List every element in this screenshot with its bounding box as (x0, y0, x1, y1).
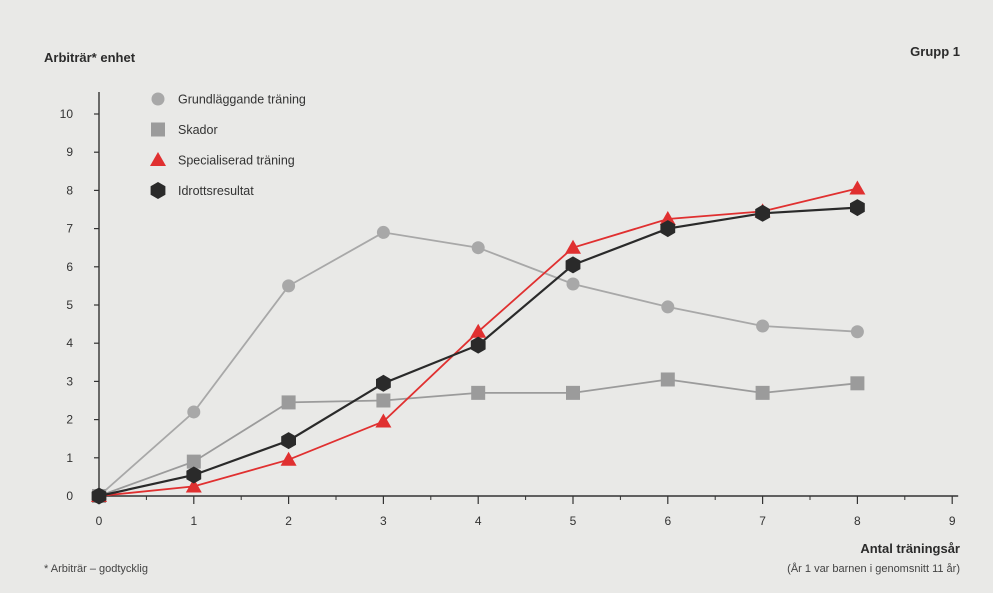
data-point-skador (566, 385, 580, 400)
data-point-specialiserad-träning (659, 211, 676, 226)
data-point-idrottsresultat (565, 256, 581, 274)
legend-label-grundläggande-träning: Grundläggande träning (178, 93, 306, 107)
legend-label-skador: Skador (178, 123, 218, 137)
data-point-specialiserad-träning (849, 180, 866, 195)
data-point-idrottsresultat (755, 204, 770, 222)
data-point-skador (376, 393, 391, 408)
data-point-idrottsresultat (376, 374, 391, 392)
x-tick-label: 8 (854, 514, 861, 528)
data-point-idrottsresultat (186, 466, 202, 484)
data-point-grundläggande-träning (661, 300, 675, 314)
x-axis-note: (År 1 var barnen i genomsnitt 11 år) (787, 562, 960, 575)
axes: 0 1 2 3 4 5 6 7 8 9 10 0 1 2 3 4 5 6 7 8 9 (60, 92, 959, 528)
data-point-skador (850, 376, 865, 391)
data-point-idrottsresultat (470, 336, 486, 354)
data-point-idrottsresultat (660, 220, 676, 238)
data-point-specialiserad-träning (565, 239, 581, 254)
y-tick-label: 3 (66, 374, 73, 388)
y-tick-label: 4 (66, 336, 73, 350)
x-tick-label: 9 (949, 514, 956, 528)
data-point-skador (471, 385, 486, 400)
data-point-skador (186, 454, 201, 469)
data-point-grundläggande-träning (376, 225, 390, 239)
x-tick-label: 0 (96, 514, 103, 528)
group-label: Grupp 1 (910, 44, 960, 59)
y-tick-label: 1 (66, 451, 73, 465)
y-tick-label: 2 (66, 413, 73, 427)
data-point-grundläggande-träning (187, 405, 201, 419)
data-point-skador (281, 395, 296, 410)
legend-label-idrottsresultat: Idrottsresultat (178, 184, 254, 198)
x-axis-label: Antal träningsår (860, 541, 960, 556)
data-point-skador (755, 385, 770, 400)
footnote: * Arbiträr – godtycklig (44, 563, 148, 575)
legend-label-specialiserad-träning: Specialiserad träning (178, 154, 295, 168)
data-point-grundläggande-träning (850, 325, 864, 339)
data-point-grundläggande-träning (566, 277, 580, 291)
y-tick-label: 7 (66, 222, 73, 236)
x-tick-label: 2 (285, 514, 292, 528)
y-tick-label: 0 (66, 489, 73, 503)
data-point-idrottsresultat (281, 432, 296, 450)
x-tick-label: 3 (380, 514, 387, 528)
x-tick-label: 5 (570, 514, 577, 528)
data-point-idrottsresultat (850, 199, 865, 217)
data-point-grundläggande-träning (471, 241, 485, 255)
legend-marker-skador (151, 122, 165, 137)
legend-marker-grundläggande-träning (151, 92, 165, 106)
y-tick-label: 6 (66, 260, 73, 274)
data-point-specialiserad-träning (470, 323, 487, 338)
data-point-idrottsresultat (91, 487, 107, 505)
data-point-specialiserad-träning (280, 451, 297, 466)
data-point-grundläggande-träning (756, 319, 770, 333)
legend-marker-idrottsresultat (150, 182, 166, 199)
y-tick-label: 8 (66, 183, 73, 197)
x-tick-label: 1 (190, 514, 197, 528)
y-tick-label: 5 (66, 298, 73, 312)
series-markers (91, 180, 866, 505)
y-tick-label: 10 (60, 107, 74, 121)
x-tick-label: 7 (759, 514, 766, 528)
x-tick-label: 6 (664, 514, 671, 528)
legend: Grundläggande träning Skador Specialiserad… (150, 92, 306, 199)
data-point-grundläggande-träning (282, 279, 296, 293)
data-point-skador (660, 372, 675, 387)
data-point-specialiserad-träning (185, 478, 202, 493)
legend-marker-specialiserad-träning (150, 152, 166, 166)
data-point-specialiserad-träning (375, 413, 392, 428)
x-tick-label: 4 (475, 514, 482, 528)
y-axis-label: Arbiträr* enhet (44, 50, 136, 65)
y-tick-label: 9 (66, 145, 73, 159)
